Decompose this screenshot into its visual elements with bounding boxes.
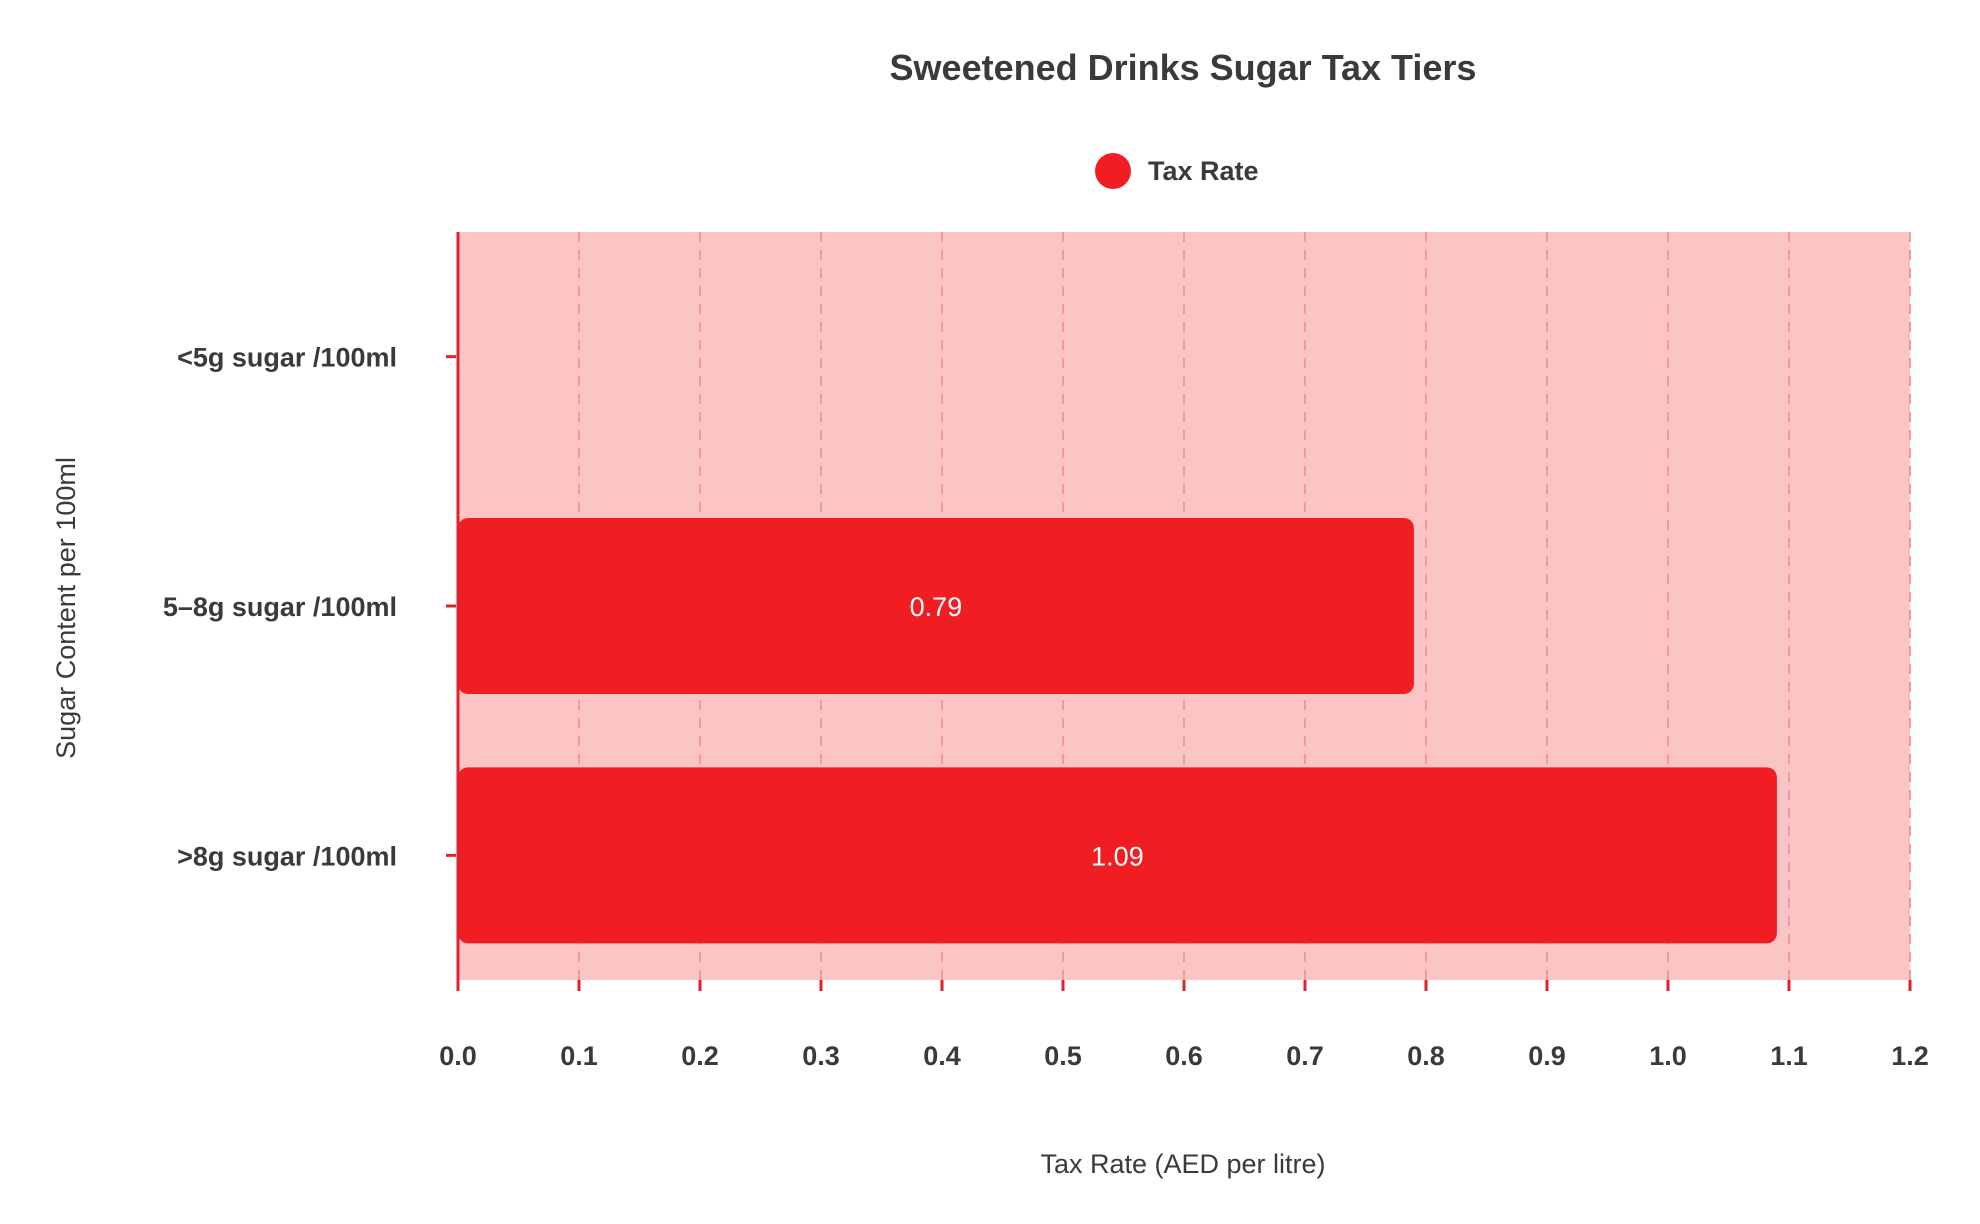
bar-value-label: 1.09	[1091, 841, 1144, 871]
bar-5-8g-sugar-100ml	[458, 518, 1414, 694]
bar-8g-sugar-100ml	[458, 767, 1777, 944]
x-tick-label: 0.7	[1286, 1041, 1324, 1071]
labels: <5g sugar /100ml 0.79 5–8g sugar /100ml 1.0…	[163, 343, 1929, 1071]
legend-label-tax-rate: Tax Rate	[1148, 156, 1259, 186]
x-tick-label: 0.4	[923, 1041, 961, 1071]
legend: Tax Rate	[1095, 153, 1259, 189]
x-tick-label: 0.3	[802, 1041, 840, 1071]
bar-value-label: 0.79	[910, 592, 963, 622]
axes	[456, 232, 1912, 991]
x-axis-title: Tax Rate (AED per litre)	[1040, 1149, 1325, 1179]
x-tick-label: 0.2	[681, 1041, 719, 1071]
x-tick-label: 0.5	[1044, 1041, 1082, 1071]
y-axis-title: Sugar Content per 100ml	[51, 457, 81, 759]
y-tick-label: >8g sugar /100ml	[177, 841, 397, 871]
x-tick-label: 0.9	[1528, 1041, 1566, 1071]
x-tick-label: 0.6	[1165, 1041, 1203, 1071]
x-tick-label: 1.2	[1891, 1041, 1929, 1071]
x-tick-label: 0.0	[439, 1041, 477, 1071]
bars	[458, 268, 1777, 944]
y-tick-label: <5g sugar /100ml	[177, 343, 397, 373]
x-tick-label: 0.1	[560, 1041, 598, 1071]
x-tick-label: 0.8	[1407, 1041, 1445, 1071]
y-tick-label: 5–8g sugar /100ml	[163, 592, 397, 622]
x-tick-label: 1.0	[1649, 1041, 1687, 1071]
chart-title: Sweetened Drinks Sugar Tax Tiers	[890, 47, 1477, 88]
legend-swatch-tax-rate	[1095, 153, 1131, 189]
x-tick-label: 1.1	[1770, 1041, 1808, 1071]
